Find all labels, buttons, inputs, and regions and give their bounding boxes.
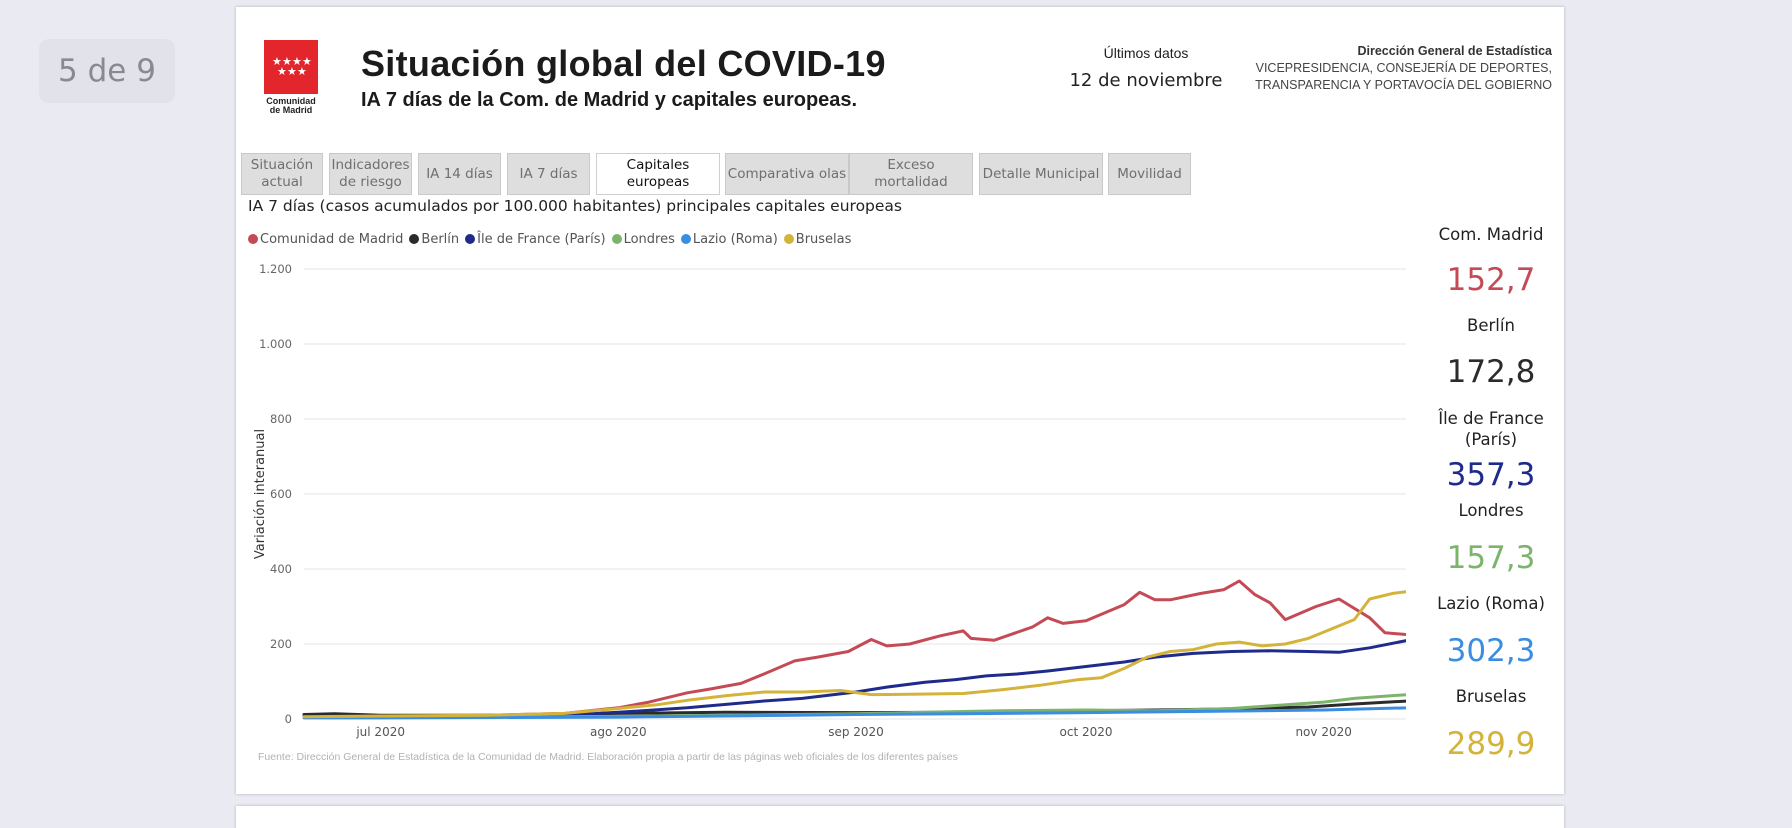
- kpi-label-paris: Île de France (París): [1438, 409, 1544, 449]
- page-counter: 5 de 9: [39, 39, 175, 103]
- organization-title: Dirección General de Estadística: [1357, 44, 1552, 58]
- legend-item-madrid[interactable]: Comunidad de Madrid: [248, 232, 403, 247]
- x-tick-label: ago 2020: [590, 725, 647, 739]
- logo-text-line1: Comunidad: [266, 96, 316, 106]
- kpi-label-bruselas: Bruselas: [1455, 687, 1527, 706]
- page-subtitle: IA 7 días de la Com. de Madrid y capital…: [361, 89, 858, 111]
- tab-capitales-europeas[interactable]: Capitales europeas: [596, 153, 720, 195]
- tab-indicadores-riesgo[interactable]: Indicadores de riesgo: [329, 153, 412, 195]
- y-tick-label: 800: [270, 412, 292, 426]
- y-axis-label: Variación interanual: [253, 429, 268, 559]
- line-chart[interactable]: 0 200 400 600 800 1.000 1.200 jul 2020 ago 2020 s…: [236, 247, 1406, 747]
- legend-item-londres[interactable]: Londres: [611, 232, 675, 247]
- y-tick-label: 1.000: [259, 337, 292, 351]
- series-line: [302, 639, 1406, 719]
- series-line: [302, 590, 1406, 719]
- kpi-value-lazio: 302,3: [1446, 633, 1536, 669]
- y-tick-label: 400: [270, 562, 292, 576]
- y-tick-label: 0: [285, 712, 292, 726]
- chart-legend: Comunidad de Madrid Berlín Île de France…: [248, 229, 857, 249]
- legend-item-bruselas[interactable]: Bruselas: [783, 232, 851, 247]
- y-tick-label: 200: [270, 637, 292, 651]
- tab-situacion-actual[interactable]: Situación actual: [241, 153, 323, 195]
- tab-ia-14-dias[interactable]: IA 14 días: [418, 153, 501, 195]
- madrid-flag-icon: ★ ★ ★ ★ ★ ★ ★: [264, 40, 318, 94]
- y-tick-label: 1.200: [259, 262, 292, 276]
- kpi-value-paris: 357,3: [1446, 457, 1536, 493]
- organization-line3: TRANSPARENCIA Y PORTAVOCÍA DEL GOBIERNO: [1255, 78, 1552, 92]
- legend-item-lazio[interactable]: Lazio (Roma): [680, 232, 778, 247]
- kpi-value-berlin: 172,8: [1446, 354, 1536, 390]
- organization-info: Dirección General de Estadística VICEPRE…: [1255, 43, 1552, 94]
- legend-item-paris[interactable]: Île de France (París): [465, 232, 606, 247]
- source-note: Fuente: Dirección General de Estadística…: [258, 751, 958, 763]
- x-tick-label: oct 2020: [1060, 725, 1113, 739]
- legend-item-berlin[interactable]: Berlín: [409, 232, 459, 247]
- kpi-label-berlin: Berlín: [1467, 316, 1515, 335]
- kpi-label-madrid: Com. Madrid: [1438, 225, 1544, 244]
- kpi-value-bruselas: 289,9: [1446, 726, 1536, 762]
- series-line: [302, 579, 1406, 719]
- kpi-value-madrid: 152,7: [1446, 262, 1536, 298]
- tab-comparativa-olas[interactable]: Comparativa olas: [725, 153, 849, 195]
- chart-title: IA 7 días (casos acumulados por 100.000 …: [248, 197, 902, 215]
- tab-movilidad[interactable]: Movilidad: [1108, 153, 1191, 195]
- x-tick-label: jul 2020: [355, 725, 405, 739]
- logo-text-line2: de Madrid: [269, 105, 313, 115]
- kpi-label-londres: Londres: [1458, 501, 1524, 520]
- series-line: [302, 706, 1406, 720]
- kpi-value-londres: 157,3: [1446, 540, 1536, 576]
- x-tick-label: nov 2020: [1295, 725, 1351, 739]
- y-tick-label: 600: [270, 487, 292, 501]
- latest-data-label: Últimos datos: [1103, 45, 1189, 61]
- next-report-panel: [236, 806, 1564, 828]
- page-title: Situación global del COVID-19: [361, 43, 886, 84]
- tab-exceso-mortalidad[interactable]: Exceso mortalidad: [849, 153, 973, 195]
- kpi-label-lazio: Lazio (Roma): [1437, 594, 1545, 613]
- organization-line2: VICEPRESIDENCIA, CONSEJERÍA DE DEPORTES,: [1255, 61, 1552, 75]
- latest-data-date: 12 de noviembre: [1069, 70, 1223, 91]
- tab-detalle-municipal[interactable]: Detalle Municipal: [979, 153, 1103, 195]
- x-tick-label: sep 2020: [828, 725, 884, 739]
- tab-ia-7-dias[interactable]: IA 7 días: [507, 153, 590, 195]
- comunidad-madrid-logo: ★ ★ ★ ★ ★ ★ ★ Comunidad de Madrid: [264, 40, 318, 118]
- report-panel: ★ ★ ★ ★ ★ ★ ★ Comunidad de Madrid Situación g…: [236, 7, 1564, 794]
